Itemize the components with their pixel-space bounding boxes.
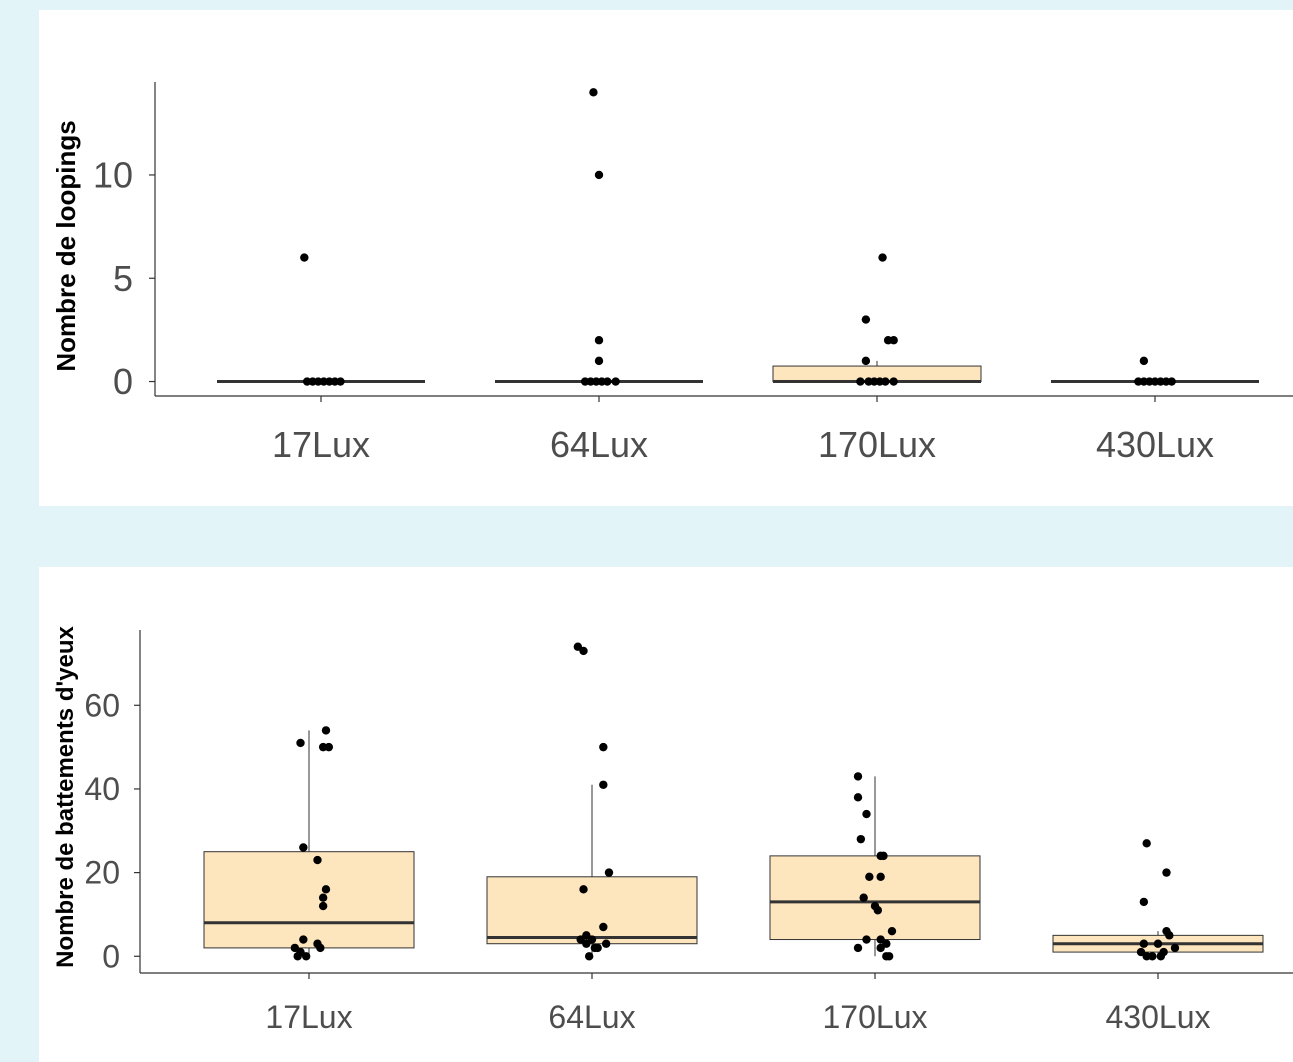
- data-point: [861, 315, 871, 324]
- chart-panel-loopings: 0 5 10 17Lux 64Lux 170Lux 430Lux Nombre de loop…: [39, 10, 1293, 506]
- data-point: [293, 952, 302, 961]
- data-point: [296, 738, 305, 748]
- y-axis-label: Nombre de battements d'yeux: [52, 625, 79, 967]
- data-point: [300, 253, 309, 262]
- data-point: [878, 253, 887, 262]
- data-point: [889, 377, 898, 386]
- data-point: [873, 906, 883, 915]
- data-point: [889, 336, 898, 345]
- data-point: [856, 834, 866, 844]
- data-point: [313, 855, 322, 865]
- data-point: [318, 893, 328, 902]
- y-axis-label: Nombre de loopings: [51, 120, 81, 371]
- box-17Lux: [203, 730, 415, 957]
- data-point: [594, 356, 604, 366]
- y-tick-label: 5: [113, 258, 133, 299]
- data-point: [887, 926, 897, 936]
- box-iqr: [486, 876, 698, 945]
- data-point: [884, 952, 894, 961]
- data-point: [1156, 952, 1166, 961]
- data-point: [604, 868, 614, 877]
- data-point: [594, 336, 604, 345]
- data-point: [1162, 868, 1171, 877]
- y-tick-label: 20: [84, 855, 120, 891]
- data-point: [1165, 931, 1174, 940]
- y-tick-label: 40: [84, 771, 120, 807]
- data-point: [336, 377, 345, 386]
- data-point: [579, 885, 588, 894]
- x-tick-label: 64Lux: [550, 424, 648, 465]
- data-point: [599, 922, 608, 932]
- data-point: [301, 952, 311, 961]
- x-tick-label: 17Lux: [272, 424, 370, 465]
- x-tick-label: 17Lux: [265, 999, 352, 1035]
- box-64Lux: [486, 784, 698, 957]
- boxplot-blinks: 0 20 40 60 17Lux 64Lux 170Lux 430Lux Nombre de b…: [52, 625, 1293, 1035]
- data-point: [1167, 377, 1176, 386]
- data-point: [582, 939, 591, 948]
- data-point: [853, 793, 863, 802]
- x-tick-label: 170Lux: [823, 999, 928, 1035]
- data-point: [599, 742, 608, 752]
- y-tick-label: 60: [84, 687, 120, 723]
- data-point: [876, 872, 885, 881]
- data-point: [881, 377, 890, 386]
- y-tick-label: 0: [113, 361, 133, 402]
- data-point: [1148, 952, 1157, 961]
- data-point: [584, 952, 594, 961]
- data-point: [1153, 939, 1163, 948]
- data-point: [316, 943, 325, 953]
- box-iqr: [769, 855, 981, 941]
- box-iqr: [203, 851, 415, 949]
- data-point: [1139, 356, 1149, 366]
- data-point: [321, 726, 331, 735]
- data-point: [879, 851, 888, 861]
- data-point: [1139, 897, 1149, 907]
- data-point: [862, 809, 871, 819]
- y-tick-label: 10: [93, 154, 133, 195]
- data-point: [859, 893, 868, 902]
- data-point: [876, 943, 885, 953]
- data-point: [853, 772, 863, 781]
- y-tick-label: 0: [102, 938, 120, 974]
- x-tick-label: 430Lux: [1106, 999, 1211, 1035]
- data-point: [862, 935, 871, 944]
- data-point: [299, 935, 308, 944]
- data-point: [856, 377, 865, 386]
- data-point: [318, 901, 328, 911]
- data-point: [299, 843, 308, 852]
- data-point: [590, 943, 600, 953]
- data-point: [321, 885, 331, 894]
- data-point: [1139, 939, 1149, 948]
- data-point: [603, 377, 612, 386]
- data-point: [861, 356, 871, 366]
- data-point: [579, 646, 588, 656]
- boxplot-loopings: 0 5 10 17Lux 64Lux 170Lux 430Lux Nombre de loop…: [51, 82, 1293, 465]
- data-point: [599, 780, 608, 789]
- x-tick-label: 170Lux: [818, 424, 936, 465]
- data-point: [601, 939, 611, 948]
- data-point: [324, 742, 334, 752]
- x-tick-label: 430Lux: [1096, 424, 1214, 465]
- data-point: [1170, 943, 1180, 953]
- data-point: [611, 377, 620, 386]
- chart-panel-blinks: 0 20 40 60 17Lux 64Lux 170Lux 430Lux Nombre de b…: [39, 567, 1293, 1062]
- data-point: [853, 943, 863, 953]
- data-point: [589, 88, 598, 97]
- box-170Lux: [769, 776, 981, 957]
- x-tick-label: 64Lux: [548, 999, 635, 1035]
- data-point: [594, 170, 604, 180]
- data-point: [1142, 839, 1151, 848]
- data-point: [865, 872, 874, 881]
